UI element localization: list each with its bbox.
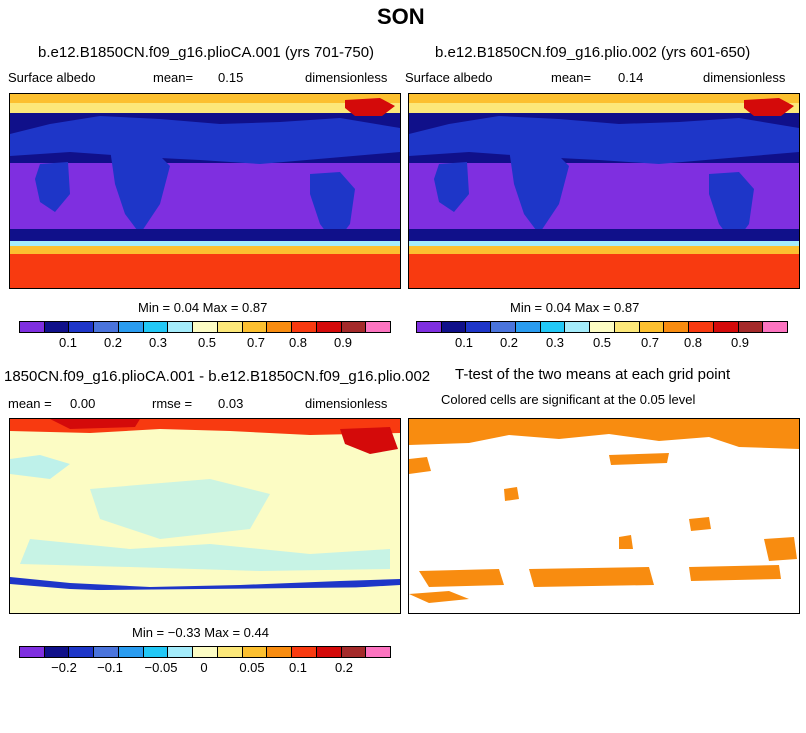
panel-title-bottom-right: T-test of the two means at each grid poi… xyxy=(455,366,731,383)
colorbar-swatch xyxy=(366,647,391,657)
colorbar-tick-label: −0.2 xyxy=(51,660,77,675)
units-label-top-right: dimensionless xyxy=(703,70,786,85)
panel-title-bottom-left: 1850CN.f09_g16.plioCA.001 - b.e12.B1850C… xyxy=(4,368,431,385)
colorbar-swatch xyxy=(193,322,218,332)
colorbar-swatch xyxy=(69,647,95,657)
variable-label-top-left: Surface albedo xyxy=(8,70,96,85)
colorbar-swatch xyxy=(738,322,764,332)
colorbar-swatch xyxy=(763,322,788,332)
colorbar-swatch xyxy=(168,322,194,332)
difference-map-bottom-left xyxy=(9,418,401,614)
colorbar-tick-label: −0.1 xyxy=(97,660,123,675)
colorbar-swatch xyxy=(614,322,640,332)
colorbar-swatch xyxy=(664,322,690,332)
colorbar-swatch xyxy=(292,647,317,657)
significance-map-bottom-right xyxy=(408,418,800,614)
colorbar-tick-label: 0.3 xyxy=(148,335,168,350)
colorbar-swatch xyxy=(143,647,169,657)
difference-map-bottom-left-svg xyxy=(10,419,400,613)
colorbar-tick-label: 0.5 xyxy=(197,335,217,350)
colorbar-tick-label: 0.8 xyxy=(683,335,703,350)
colorbar-swatch xyxy=(713,322,739,332)
colorbar-tick-label: 0.5 xyxy=(592,335,612,350)
colorbar-tick-label: 0.9 xyxy=(730,335,750,350)
colorbar-tick-label: 0.3 xyxy=(545,335,565,350)
colorbar-swatch xyxy=(341,647,367,657)
colorbar-tick-label: 0.1 xyxy=(288,660,308,675)
colorbar-swatch xyxy=(441,322,467,332)
colorbar-swatch xyxy=(118,322,144,332)
colorbar-swatch xyxy=(193,647,218,657)
colorbar-top-left xyxy=(19,321,391,333)
colorbar-tick-label: 0.7 xyxy=(246,335,266,350)
mean-value-bottom-left: 0.00 xyxy=(70,396,96,411)
colorbar-tick-label: 0.1 xyxy=(58,335,78,350)
colorbar-tick-label: 0.2 xyxy=(499,335,519,350)
units-label-top-left: dimensionless xyxy=(305,70,388,85)
colorbar-tick-label: 0 xyxy=(200,660,208,675)
mean-label-top-left: mean= xyxy=(153,70,194,85)
colorbar-swatch xyxy=(20,647,45,657)
colorbar-swatch xyxy=(341,322,367,332)
colorbar-bottom-left xyxy=(19,646,391,658)
colorbar-tick-label: 0.2 xyxy=(334,660,354,675)
variable-label-top-right: Surface albedo xyxy=(405,70,493,85)
colorbar-swatch xyxy=(69,322,95,332)
colorbar-tick-label: −0.05 xyxy=(144,660,178,675)
colorbar-swatch xyxy=(44,647,70,657)
minmax-bottom-left: Min = −0.33 Max = 0.44 xyxy=(132,625,269,640)
colorbar-top-right xyxy=(416,321,788,333)
colorbar-swatch xyxy=(118,647,144,657)
colorbar-swatch xyxy=(515,322,541,332)
colorbar-swatch xyxy=(540,322,566,332)
mean-label-top-right: mean= xyxy=(551,70,592,85)
colorbar-swatch xyxy=(20,322,45,332)
colorbar-swatch xyxy=(565,322,591,332)
colorbar-swatch xyxy=(590,322,615,332)
minmax-top-left: Min = 0.04 Max = 0.87 xyxy=(138,300,268,315)
colorbar-swatch xyxy=(94,322,119,332)
colorbar-swatch xyxy=(267,647,293,657)
colorbar-swatch xyxy=(466,322,492,332)
colorbar-swatch xyxy=(292,322,317,332)
colorbar-swatch xyxy=(168,647,194,657)
colorbar-swatch xyxy=(689,322,714,332)
colorbar-swatch xyxy=(639,322,665,332)
colorbar-tick-label: 0.05 xyxy=(239,660,265,675)
albedo-map-top-left-svg xyxy=(10,94,400,288)
albedo-map-top-right-svg xyxy=(409,94,799,288)
significance-map-bottom-right-svg xyxy=(409,419,799,613)
figure-title: SON xyxy=(377,4,425,29)
colorbar-swatch xyxy=(417,322,442,332)
colorbar-swatch xyxy=(143,322,169,332)
panel-title-top-left: b.e12.B1850CN.f09_g16.plioCA.001 (yrs 70… xyxy=(38,44,375,61)
colorbar-swatch xyxy=(316,322,342,332)
panel-title-top-right: b.e12.B1850CN.f09_g16.plio.002 (yrs 601-… xyxy=(435,44,751,61)
colorbar-tick-label: 0.1 xyxy=(454,335,474,350)
rmse-label-bottom-left: rmse = xyxy=(152,396,193,411)
colorbar-swatch xyxy=(491,322,516,332)
colorbar-swatch xyxy=(316,647,342,657)
colorbar-swatch xyxy=(366,322,391,332)
panel-subtitle-bottom-right: Colored cells are significant at the 0.0… xyxy=(441,392,696,407)
colorbar-swatch xyxy=(94,647,119,657)
minmax-top-right: Min = 0.04 Max = 0.87 xyxy=(510,300,640,315)
colorbar-swatch xyxy=(217,647,243,657)
colorbar-tick-label: 0.7 xyxy=(640,335,660,350)
mean-value-top-left: 0.15 xyxy=(218,70,244,85)
colorbar-tick-label: 0.8 xyxy=(288,335,308,350)
albedo-map-top-left xyxy=(9,93,401,289)
mean-value-top-right: 0.14 xyxy=(618,70,644,85)
colorbar-swatch xyxy=(242,322,268,332)
colorbar-swatch xyxy=(217,322,243,332)
units-label-bottom-left: dimensionless xyxy=(305,396,388,411)
rmse-value-bottom-left: 0.03 xyxy=(218,396,244,411)
colorbar-swatch xyxy=(44,322,70,332)
colorbar-swatch xyxy=(242,647,268,657)
colorbar-tick-label: 0.2 xyxy=(103,335,123,350)
colorbar-swatch xyxy=(267,322,293,332)
mean-label-bottom-left: mean = xyxy=(8,396,52,411)
albedo-map-top-right xyxy=(408,93,800,289)
colorbar-tick-label: 0.9 xyxy=(333,335,353,350)
